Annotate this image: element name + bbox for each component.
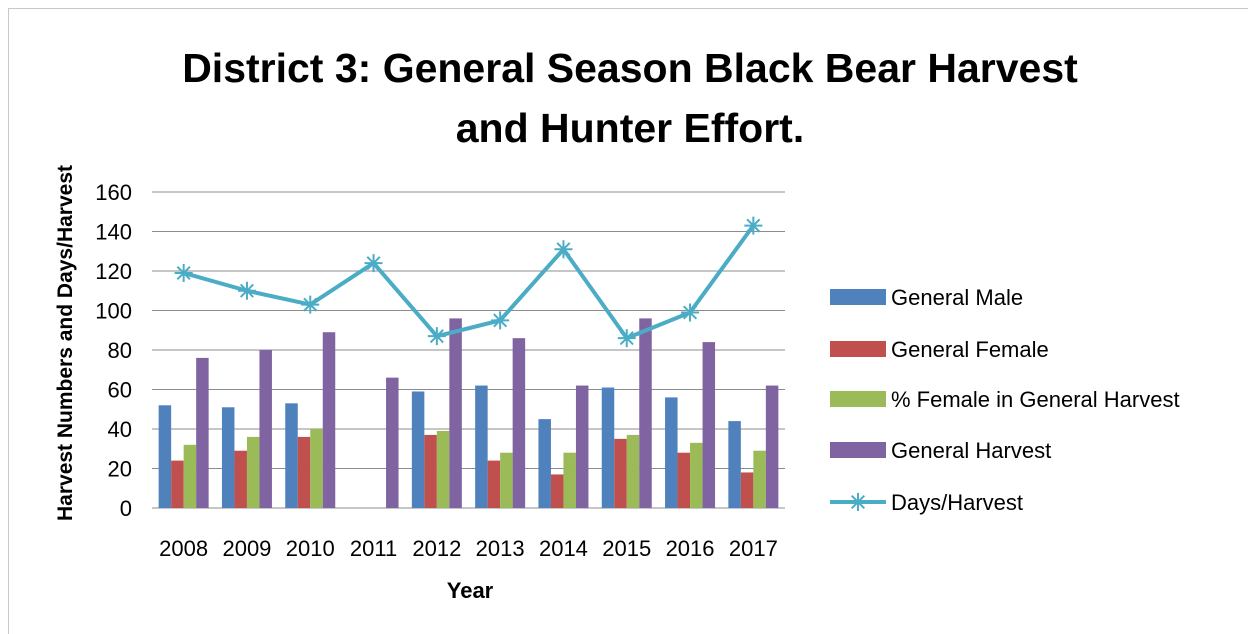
marker-days-harvest-2017 [744, 216, 763, 235]
bar-female-in-general-harvest-2008 [183, 444, 197, 508]
marker-days-harvest-2009 [237, 281, 256, 300]
legend-label-female-in-general-harvest: % Female in General Harvest [891, 387, 1180, 412]
bar-female-in-general-harvest-2014 [563, 452, 576, 508]
bar-general-male-2010 [285, 403, 298, 508]
bar-general-male-2008 [158, 405, 172, 508]
y-tick-label: 160 [95, 180, 132, 205]
legend-swatch-general-female [830, 341, 886, 357]
x-tick-label-2009: 2009 [222, 536, 271, 561]
bar-general-female-2014 [550, 474, 564, 508]
bar-general-male-2014 [538, 419, 551, 508]
bar-general-female-2010 [297, 436, 311, 508]
bar-general-female-2012 [424, 434, 437, 508]
x-tick-label-2012: 2012 [412, 536, 461, 561]
x-tick-label-2017: 2017 [729, 536, 778, 561]
bar-general-harvest-2017 [765, 385, 779, 508]
y-tick-label: 20 [108, 457, 132, 482]
legend-swatch-general-male [830, 289, 886, 305]
x-tick-label-2014: 2014 [539, 536, 588, 561]
bar-general-female-2017 [740, 472, 754, 508]
bar-general-harvest-2008 [196, 357, 209, 508]
bar-female-in-general-harvest-2015 [626, 434, 640, 508]
chart-frame [8, 8, 1248, 634]
y-tick-label: 120 [95, 259, 132, 284]
bar-general-female-2013 [487, 460, 501, 508]
marker-days-harvest-2015 [617, 329, 636, 348]
legend-marker-days-harvest [849, 493, 867, 511]
y-tick-label: 60 [108, 378, 132, 403]
y-tick-label: 40 [108, 417, 132, 442]
x-tick-label-2011: 2011 [350, 536, 397, 561]
marker-days-harvest-2014 [554, 240, 573, 259]
y-tick-label: 100 [95, 299, 132, 324]
bar-female-in-general-harvest-2017 [753, 450, 766, 508]
bar-general-male-2009 [221, 407, 235, 508]
bar-female-in-general-harvest-2010 [310, 429, 323, 508]
x-tick-label-2008: 2008 [159, 536, 208, 561]
bar-general-female-2016 [677, 452, 691, 508]
chart-title-line-1: District 3: General Season Black Bear Ha… [182, 45, 1078, 91]
bar-general-harvest-2015 [639, 318, 652, 508]
bar-female-in-general-harvest-2009 [246, 436, 260, 508]
marker-days-harvest-2011 [364, 254, 383, 273]
bar-female-in-general-harvest-2016 [690, 442, 703, 508]
bar-general-male-2012 [411, 391, 425, 508]
legend-swatch-general-harvest [830, 442, 886, 458]
bar-general-harvest-2014 [575, 385, 589, 508]
chart-title-line-2: and Hunter Effort. [455, 105, 805, 151]
legend-swatch-female-in-general-harvest [830, 391, 886, 407]
marker-days-harvest-2013 [491, 311, 510, 330]
bar-general-female-2009 [234, 450, 247, 508]
legend-label-general-harvest: General Harvest [891, 438, 1051, 463]
x-tick-label-2013: 2013 [476, 536, 525, 561]
y-tick-label: 80 [108, 338, 132, 363]
legend-label-general-female: General Female [891, 337, 1049, 362]
bar-general-harvest-2012 [449, 318, 462, 508]
y-tick-label: 0 [120, 496, 132, 521]
y-axis-title: Harvest Numbers and Days/Harvest [54, 165, 77, 521]
bar-general-male-2015 [601, 387, 615, 508]
bar-general-female-2015 [614, 438, 627, 508]
bar-general-male-2017 [728, 421, 741, 508]
x-tick-label-2016: 2016 [666, 536, 715, 561]
bar-general-harvest-2013 [512, 338, 526, 508]
bar-general-harvest-2010 [322, 332, 336, 508]
x-tick-label-2015: 2015 [602, 536, 651, 561]
line-days-harvest [183, 224, 755, 341]
x-axis-title: Year [447, 578, 494, 603]
bar-general-male-2016 [665, 397, 678, 508]
bar-female-in-general-harvest-2013 [500, 452, 513, 508]
bar-general-female-2008 [171, 460, 184, 508]
marker-days-harvest-2016 [681, 303, 700, 322]
x-tick-label-2010: 2010 [286, 536, 335, 561]
chart-title: District 3: General Season Black Bear Ha… [130, 38, 1130, 158]
bar-general-harvest-2011 [386, 377, 399, 508]
marker-days-harvest-2010 [301, 295, 320, 314]
marker-days-harvest-2012 [427, 327, 446, 346]
y-tick-label: 140 [95, 220, 132, 245]
bar-general-male-2013 [475, 385, 488, 508]
bar-general-harvest-2016 [702, 342, 716, 508]
legend-label-general-male: General Male [891, 285, 1023, 310]
legend-label-days-harvest: Days/Harvest [891, 490, 1023, 515]
bar-general-harvest-2009 [259, 350, 272, 508]
marker-days-harvest-2008 [174, 263, 193, 282]
bar-female-in-general-harvest-2012 [436, 430, 450, 508]
